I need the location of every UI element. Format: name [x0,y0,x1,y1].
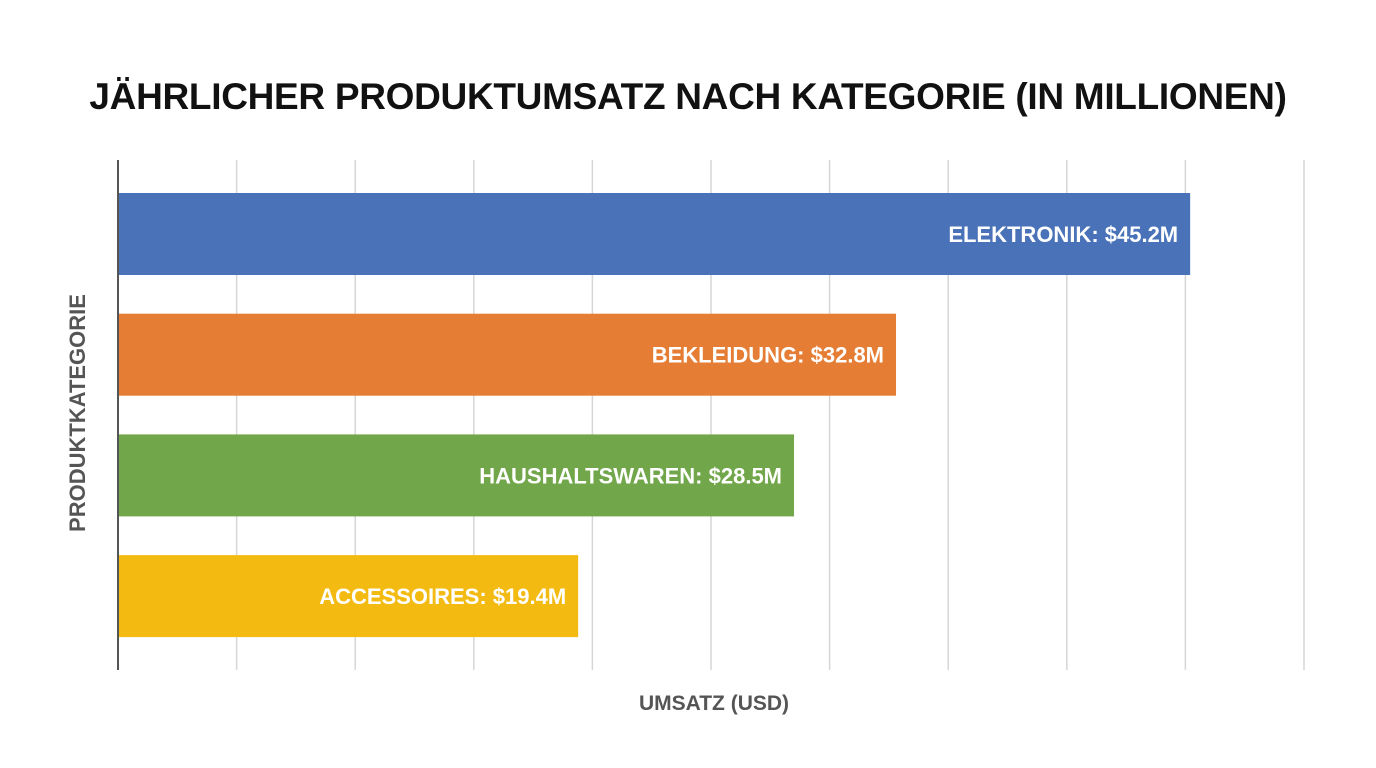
chart-title: JÄHRLICHER PRODUKTUMSATZ NACH KATEGORIE … [89,76,1287,117]
bar-data-label: BEKLEIDUNG: $32.8M [652,343,884,368]
bar-accessoires [118,555,579,638]
bar-data-label: ELEKTRONIK: $45.2M [948,222,1178,247]
bar-elektronik [118,193,1191,275]
bar-bekleidung [118,313,897,396]
bar-haushaltswaren [118,434,795,517]
bar-data-label: ACCESSOIRES: $19.4M [319,584,566,609]
y-axis-label: PRODUKTKATEGORIE [65,294,90,532]
x-axis-label: UMSATZ (USD) [638,692,790,715]
bar-data-label: HAUSHALTSWAREN: $28.5M [479,463,782,488]
